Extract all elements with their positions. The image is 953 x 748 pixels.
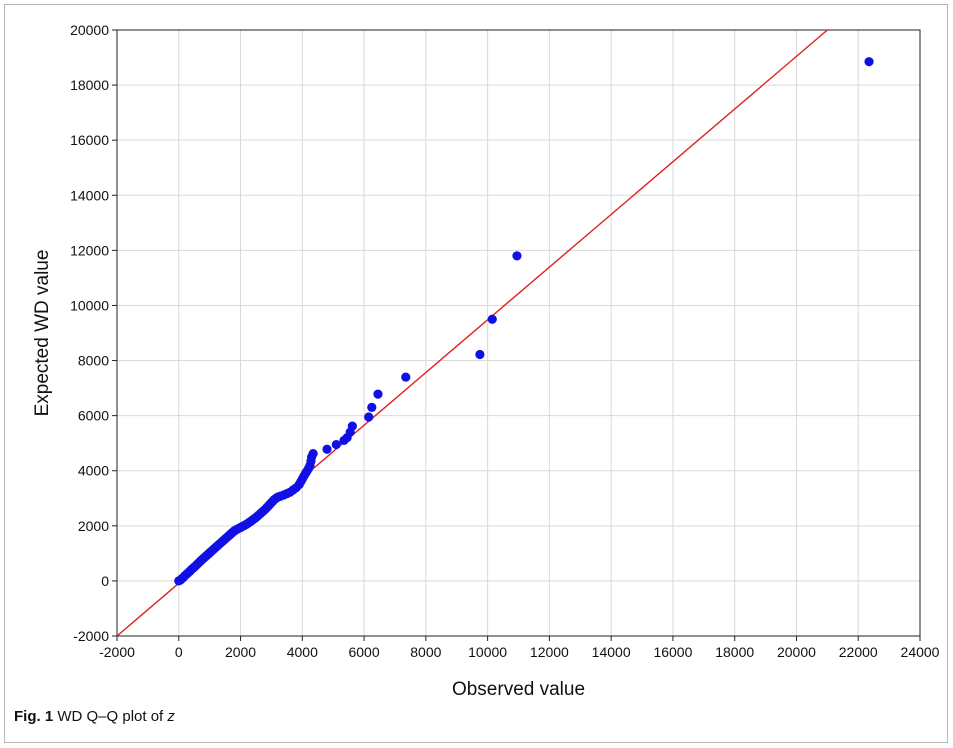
x-tick-label: 12000 — [530, 644, 569, 660]
x-tick-label: 0 — [175, 644, 183, 660]
y-tick-label: 14000 — [70, 187, 109, 203]
data-point — [308, 449, 318, 459]
y-tick-label: 16000 — [70, 132, 109, 148]
y-axis-label: Expected WD value — [32, 250, 53, 417]
data-point — [331, 439, 341, 450]
grid-lines — [116, 29, 921, 637]
data-point — [364, 412, 374, 422]
x-tick-label: 18000 — [715, 644, 754, 660]
data-point — [487, 314, 497, 324]
x-tick-label: 4000 — [287, 644, 318, 660]
x-tick-label: 8000 — [410, 644, 441, 660]
caption-variable: z — [167, 708, 175, 725]
data-point — [401, 372, 411, 382]
data-point — [864, 57, 874, 67]
y-tick-label: 20000 — [70, 22, 109, 38]
y-tick-label: 8000 — [78, 353, 109, 369]
data-point — [367, 402, 377, 412]
data-point — [512, 251, 522, 261]
x-tick-label: 2000 — [225, 644, 256, 660]
y-tick-label: 10000 — [70, 297, 109, 313]
y-tick-label: 18000 — [70, 77, 109, 93]
x-tick-label: 6000 — [348, 644, 379, 660]
y-tick-label: 4000 — [78, 463, 109, 479]
x-axis-ticks: -2000 0 2000 4000 6000 8000 10000 12000 14000 160… — [99, 636, 940, 660]
x-tick-label: 20000 — [777, 644, 816, 660]
data-point — [322, 444, 332, 454]
x-tick-label: 22000 — [839, 644, 878, 660]
x-tick-label: 24000 — [901, 644, 940, 660]
y-tick-label: -2000 — [73, 628, 109, 644]
figure-label: Fig. 1 — [14, 708, 54, 725]
y-tick-label: 0 — [101, 573, 109, 589]
x-tick-label: 10000 — [468, 644, 507, 660]
plot-area-border — [116, 29, 921, 637]
y-axis-ticks: -2000 0 2000 4000 6000 8000 10000 12000 14000 160… — [70, 22, 117, 644]
y-tick-label: 6000 — [78, 408, 109, 424]
data-point — [347, 421, 357, 431]
x-tick-label: 16000 — [653, 644, 692, 660]
figure-frame — [4, 4, 948, 743]
data-point — [373, 389, 383, 399]
y-tick-label: 2000 — [78, 518, 109, 534]
data-point — [475, 349, 485, 360]
caption-text: WD Q–Q plot of — [57, 708, 164, 725]
data-points — [174, 57, 874, 586]
x-tick-label: -2000 — [99, 644, 135, 660]
x-axis-label: Observed value — [452, 679, 585, 700]
figure-caption: Fig. 1 WD Q–Q plot of z — [14, 708, 175, 725]
x-tick-label: 14000 — [592, 644, 631, 660]
y-tick-label: 12000 — [70, 242, 109, 258]
